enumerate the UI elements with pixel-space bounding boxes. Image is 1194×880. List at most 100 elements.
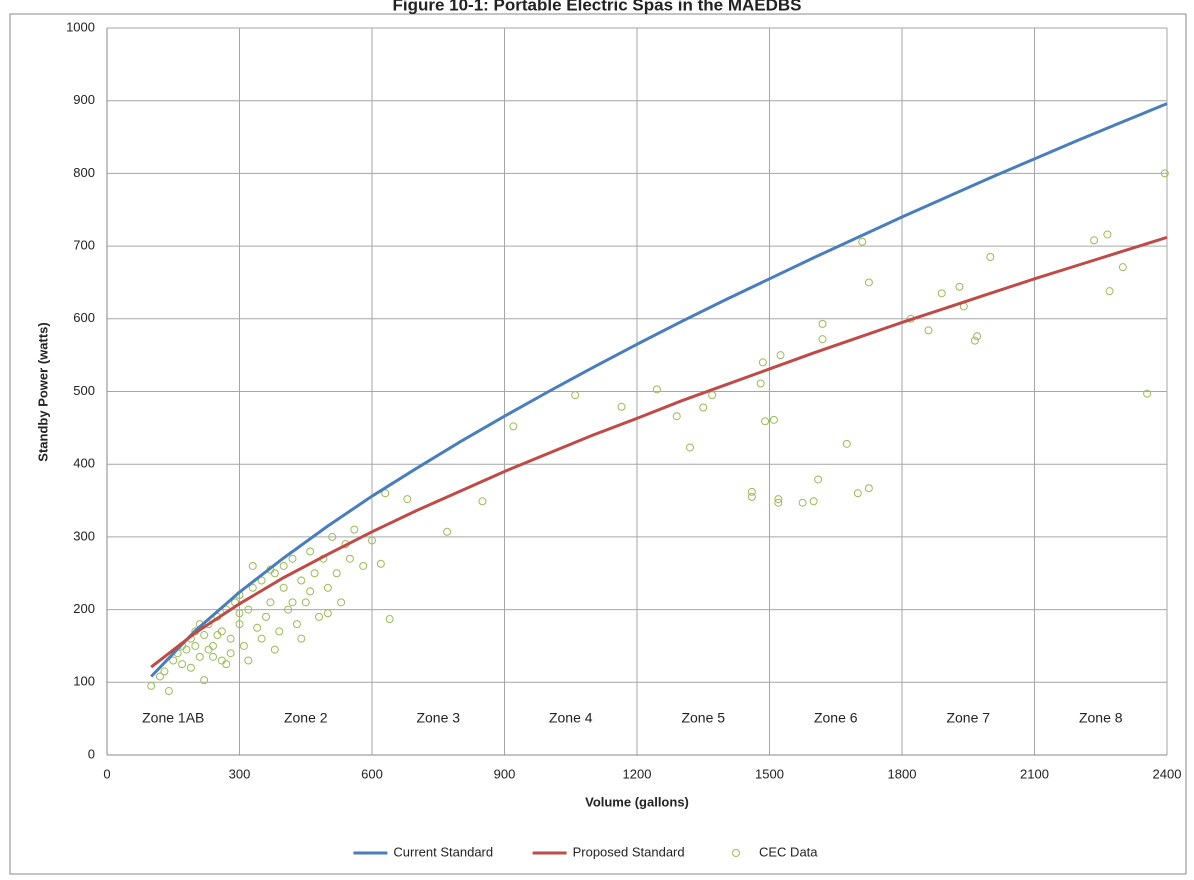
scatter-point	[853, 489, 862, 498]
scatter-point	[178, 660, 187, 669]
scatter-point	[672, 412, 681, 421]
scatter-point	[986, 253, 995, 262]
scatter-point	[509, 422, 518, 431]
scatter-point	[279, 561, 288, 570]
scatter-point	[617, 402, 626, 411]
scatter-point	[288, 598, 297, 607]
scatter-point	[955, 282, 964, 291]
scatter-point	[776, 351, 785, 360]
scatter-point	[288, 554, 297, 563]
scatter-point	[761, 417, 770, 426]
y-tick-label: 700	[73, 238, 95, 253]
scatter-point	[156, 672, 164, 681]
scatter-point	[226, 634, 235, 643]
x-axis-title: Volume (gallons)	[585, 794, 689, 809]
x-tick-label: 2400	[1153, 766, 1182, 781]
x-tick-label: 900	[494, 766, 516, 781]
chart-title: Figure 10-1: Portable Electric Spas in t…	[392, 0, 801, 14]
scatter-point	[323, 583, 332, 592]
scatter-point	[864, 278, 873, 287]
scatter-point	[248, 561, 257, 570]
scatter-point	[345, 554, 354, 563]
zone-label: Zone 7	[946, 710, 990, 726]
legend-label: Proposed Standard	[573, 844, 685, 859]
scatter-point	[195, 652, 204, 661]
scatter-point	[973, 332, 982, 341]
scatter-point	[769, 415, 778, 424]
y-tick-label: 800	[73, 165, 95, 180]
y-tick-label: 300	[73, 528, 95, 543]
y-tick-label: 500	[73, 383, 95, 398]
scatter-point	[686, 443, 694, 452]
scatter-point	[244, 605, 253, 614]
scatter-point	[747, 492, 756, 501]
x-tick-label: 1200	[623, 766, 652, 781]
y-tick-label: 200	[73, 601, 95, 616]
scatter-point	[1143, 389, 1152, 398]
scatter-point	[169, 656, 178, 665]
scatter-point	[200, 631, 209, 640]
scatter-point	[266, 598, 275, 607]
scatter-point	[818, 319, 827, 328]
scatter-point	[279, 583, 288, 592]
scatter-point	[275, 627, 284, 636]
zone-label: Zone 5	[681, 710, 725, 726]
scatter-point	[864, 484, 873, 493]
scatter-point	[970, 336, 979, 345]
scatter-point	[164, 687, 173, 696]
scatter-point	[1118, 263, 1127, 272]
y-tick-label: 0	[88, 746, 95, 761]
scatter-point	[937, 289, 946, 298]
legend-label: CEC Data	[759, 844, 818, 859]
scatter-point	[381, 489, 390, 498]
scatter-point	[248, 583, 257, 592]
scatter-point	[1160, 169, 1169, 178]
scatter-point	[1090, 236, 1099, 245]
legend-swatch	[732, 849, 740, 857]
x-tick-label: 0	[103, 766, 110, 781]
scatter-point	[191, 641, 200, 650]
scatter-point	[337, 598, 346, 607]
scatter-point	[270, 645, 279, 654]
scatter-point	[222, 660, 231, 669]
scatter-point	[226, 649, 235, 658]
scatter-point	[235, 620, 244, 629]
scatter-point	[1105, 287, 1114, 296]
scatter-point	[350, 525, 359, 534]
y-tick-label: 900	[73, 92, 95, 107]
scatter-point	[253, 623, 262, 632]
zone-label: Zone 2	[284, 710, 328, 726]
y-tick-label: 400	[73, 456, 95, 471]
scatter-point	[147, 681, 156, 690]
scatter-point	[652, 385, 661, 394]
scatter-point	[858, 237, 867, 246]
zone-label: Zone 8	[1079, 710, 1123, 726]
scatter-point	[297, 576, 306, 585]
scatter-point	[708, 391, 717, 400]
scatter-point	[368, 536, 376, 545]
scatter-point	[571, 391, 580, 400]
scatter-point	[814, 475, 823, 484]
scatter-point	[774, 498, 783, 507]
scatter-point	[747, 487, 756, 496]
scatter-point	[297, 634, 306, 643]
scatter-point	[385, 615, 394, 624]
zone-label: Zone 6	[814, 710, 858, 726]
scatter-point	[200, 676, 209, 685]
scatter-point	[328, 532, 337, 541]
scatter-point	[301, 598, 310, 607]
scatter-point	[699, 403, 708, 412]
y-tick-label: 600	[73, 310, 95, 325]
scatter-point	[213, 631, 222, 640]
scatter-point	[323, 609, 332, 618]
scatter-point	[182, 645, 191, 654]
line-series	[150, 235, 1168, 669]
scatter-point	[257, 576, 266, 585]
zone-label: Zone 3	[416, 710, 460, 726]
scatter-point	[376, 559, 385, 568]
y-axis-title: Standby Power (watts)	[35, 322, 50, 461]
scatter-point	[262, 612, 270, 621]
scatter-point	[359, 561, 368, 570]
scatter-point	[257, 634, 266, 643]
